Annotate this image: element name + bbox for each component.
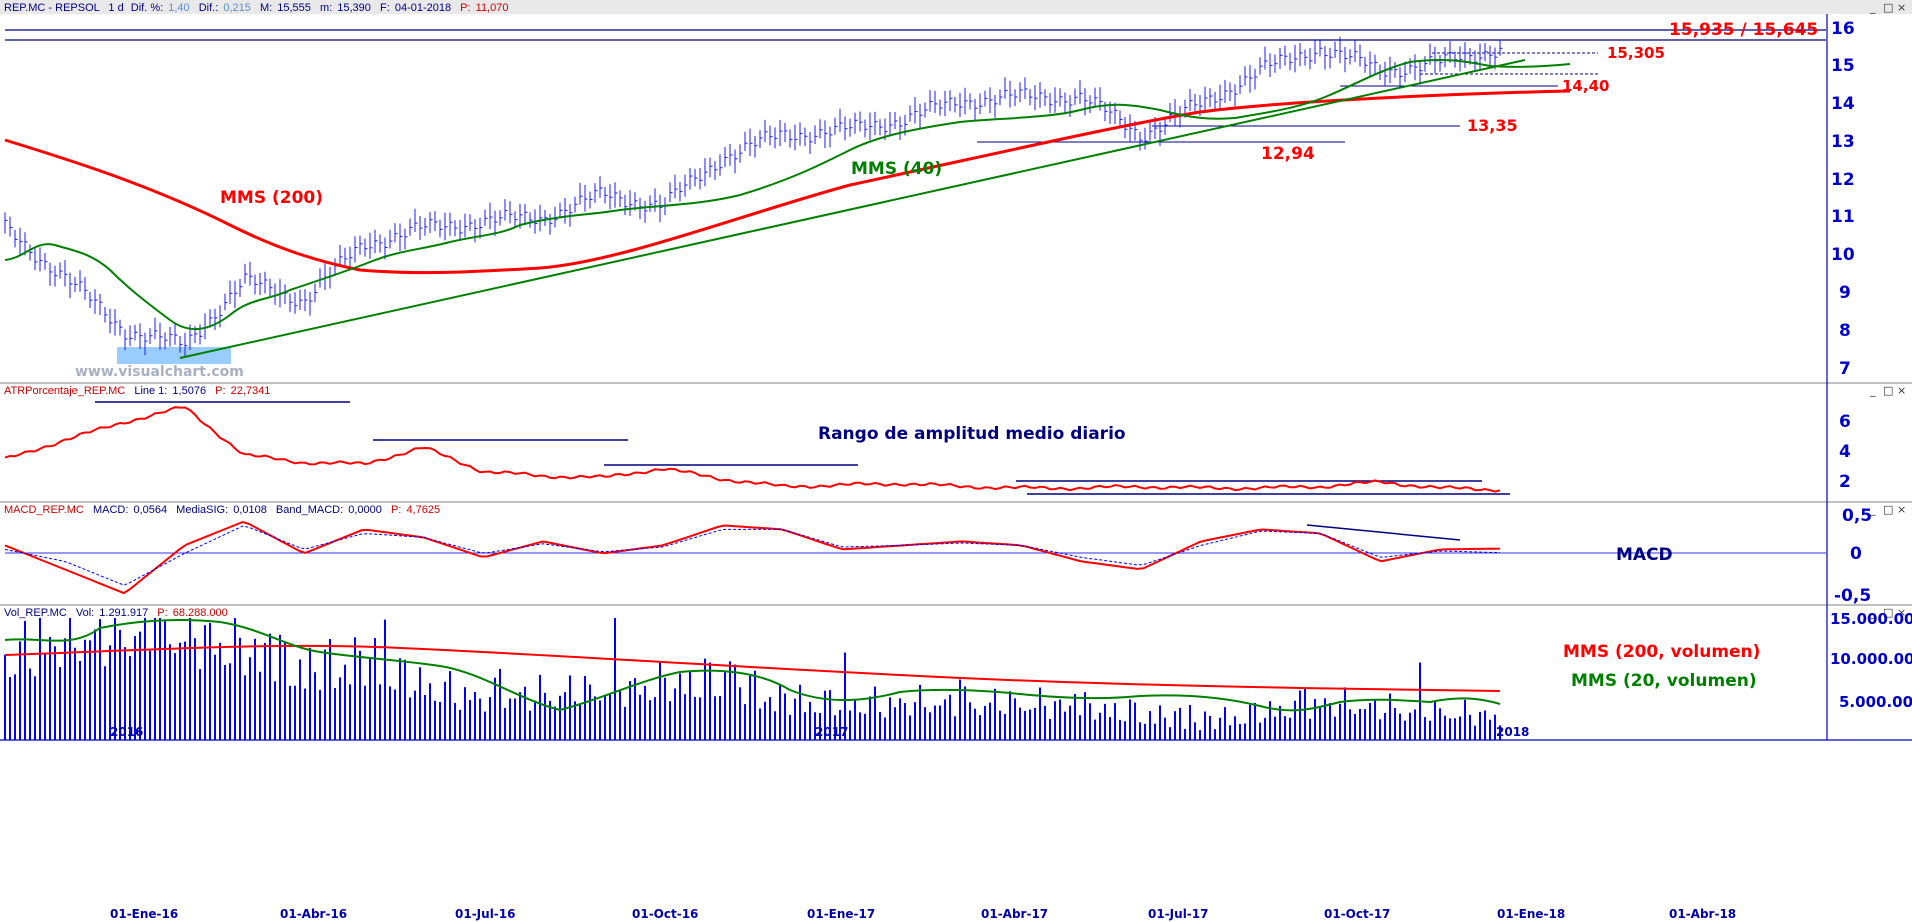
- label-1294: 12,94: [1261, 144, 1315, 164]
- macd-signal-line: [4, 525, 1501, 586]
- restore-icon[interactable]: □: [1883, 1, 1893, 14]
- macd-tick: 0: [1850, 544, 1862, 564]
- year-mark: 2017: [815, 725, 848, 739]
- x-tick: 01-Ene-16: [110, 907, 178, 921]
- price-tick: 9: [1839, 283, 1851, 303]
- x-tick: 01-Oct-17: [1324, 907, 1390, 921]
- label-atr: Rango de amplitud medio diario: [818, 424, 1126, 444]
- macd-panel: MACD_REP.MC MACD: 0,0564 MediaSIG: 0,010…: [0, 503, 1912, 606]
- macd-lines: [4, 520, 1501, 595]
- minimize-icon[interactable]: _: [1869, 606, 1876, 619]
- volume-tick: 15.000.000: [1830, 610, 1912, 628]
- close-icon[interactable]: ×: [1897, 1, 1906, 14]
- macd-series-line: [4, 520, 1501, 595]
- watermark: www.visualchart.com: [75, 364, 244, 380]
- minimize-icon[interactable]: _: [1869, 503, 1876, 516]
- atr-panel: ATRPorcentaje_REP.MC Line 1: 1,5076 P: 2…: [0, 384, 1912, 503]
- restore-icon[interactable]: □: [1883, 384, 1893, 397]
- label-macd: MACD: [1616, 545, 1673, 565]
- label-mms40: MMS (40): [851, 159, 942, 179]
- macd-tick: -0,5: [1834, 586, 1871, 606]
- price-header: REP.MC - REPSOL 1 d Dif. %: 1,40 Dif.: 0…: [4, 2, 508, 14]
- atr-header: ATRPorcentaje_REP.MC Line 1: 1,5076 P: 2…: [4, 385, 270, 397]
- price-tick: 11: [1831, 207, 1855, 227]
- x-tick: 01-Oct-16: [632, 907, 698, 921]
- label-mms200: MMS (200): [220, 188, 323, 208]
- price-y-axis: 16 15 14 13 12 11 10 9 8 7: [1831, 19, 1855, 379]
- x-tick: 01-Jul-16: [455, 907, 515, 921]
- label-15305: 15,305: [1607, 44, 1665, 62]
- x-axis: 01-Ene-16 01-Abr-16 01-Jul-16 01-Oct-16 …: [0, 739, 1912, 921]
- price-tick: 13: [1831, 132, 1855, 152]
- atr-tick: 4: [1839, 442, 1851, 462]
- price-tick: 14: [1831, 94, 1855, 114]
- x-tick: 01-Ene-17: [807, 907, 875, 921]
- x-tick: 01-Ene-18: [1497, 907, 1565, 921]
- macd-header: MACD_REP.MC MACD: 0,0564 MediaSIG: 0,010…: [4, 504, 440, 516]
- volume-tick: 5.000.000: [1839, 693, 1912, 711]
- price-tick: 10: [1831, 245, 1855, 265]
- volume-panel: Vol_REP.MC Vol: 1.291.917 P: 68.288.000 …: [4, 606, 1912, 740]
- atr-line: [4, 406, 1501, 493]
- price-tick: 15: [1831, 56, 1855, 76]
- volume-tick: 10.000.000: [1830, 650, 1912, 668]
- year-mark: 2018: [1496, 725, 1529, 739]
- ma40-line: [4, 58, 1571, 331]
- close-icon[interactable]: ×: [1897, 606, 1906, 619]
- label-levels: 15,935 / 15,645: [1669, 20, 1818, 40]
- price-panel: REP.MC - REPSOL 1 d Dif. %: 1,40 Dif.: 0…: [0, 0, 1912, 384]
- macd-tick: 0,5: [1842, 506, 1872, 526]
- price-tick: 8: [1839, 321, 1851, 341]
- minimize-icon[interactable]: _: [1869, 384, 1876, 397]
- volume-header: Vol_REP.MC Vol: 1.291.917 P: 68.288.000: [4, 607, 228, 619]
- atr-tick: 6: [1839, 412, 1851, 432]
- ma200-line: [4, 89, 1571, 275]
- atr-tick: 2: [1839, 472, 1851, 492]
- vol-ma20-line: [4, 619, 1501, 712]
- close-icon[interactable]: ×: [1897, 384, 1906, 397]
- restore-icon[interactable]: □: [1883, 503, 1893, 516]
- x-tick: 01-Abr-16: [280, 907, 347, 921]
- label-1335: 13,35: [1467, 116, 1518, 135]
- macd-divergence-line: [1306, 524, 1461, 541]
- trendline: [179, 59, 1526, 359]
- price-tick: 7: [1839, 359, 1851, 379]
- label-1440: 14,40: [1562, 77, 1609, 95]
- label-vol20: MMS (20, volumen): [1571, 671, 1757, 691]
- price-tick: 12: [1831, 170, 1855, 190]
- year-mark: 2016: [110, 725, 143, 739]
- volume-bars: [4, 618, 1501, 740]
- minimize-icon[interactable]: _: [1869, 1, 1876, 14]
- price-bars: [4, 36, 1503, 358]
- price-tick: 16: [1831, 19, 1855, 39]
- x-tick: 01-Jul-17: [1148, 907, 1208, 921]
- vol-ma200-line: [4, 644, 1501, 692]
- x-tick: 01-Abr-18: [1669, 907, 1736, 921]
- atr-series-line: [4, 406, 1501, 493]
- restore-icon[interactable]: □: [1883, 606, 1893, 619]
- close-icon[interactable]: ×: [1897, 503, 1906, 516]
- label-vol200: MMS (200, volumen): [1563, 642, 1760, 662]
- x-tick: 01-Abr-17: [981, 907, 1048, 921]
